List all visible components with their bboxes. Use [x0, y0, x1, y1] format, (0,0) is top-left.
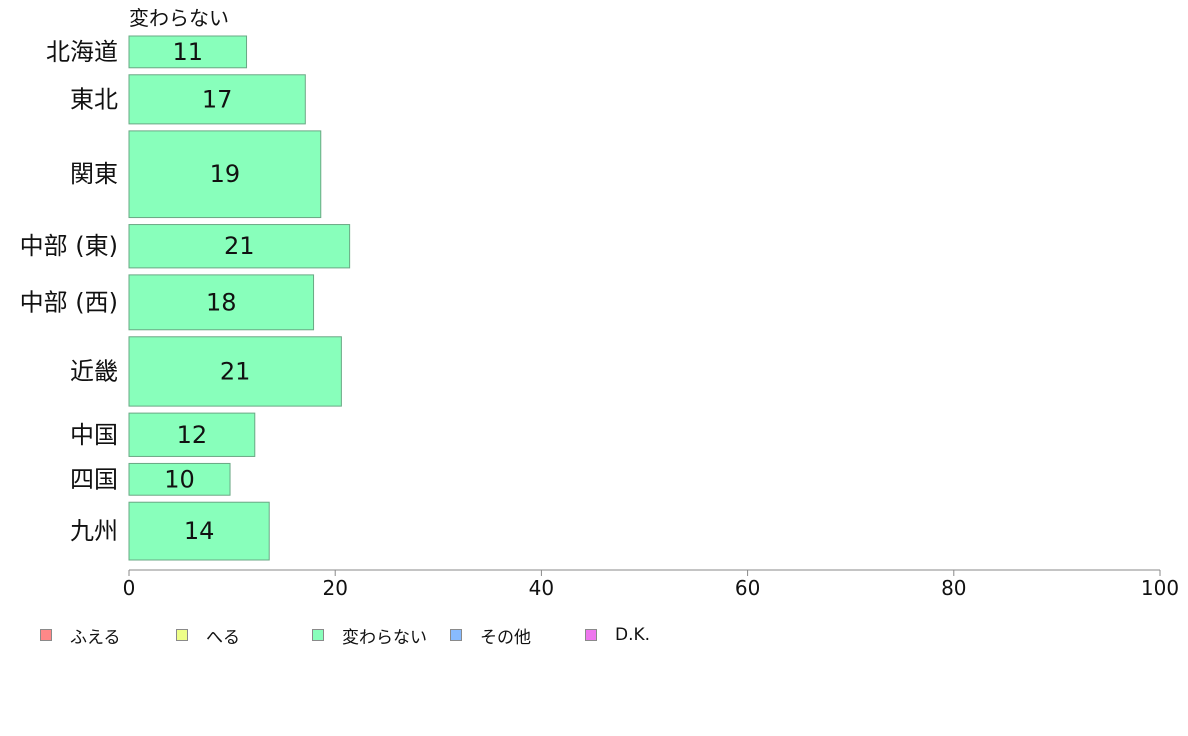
legend-item-1: へる [176, 623, 312, 648]
data-label-7: 10 [164, 465, 195, 493]
x-tick-label-5: 100 [1141, 576, 1179, 600]
category-label-6: 中国 [70, 421, 118, 449]
data-label-2: 19 [210, 160, 241, 188]
category-label-3: 中部 (東) [20, 232, 118, 260]
x-tick-label-0: 0 [123, 576, 136, 600]
legend-item-3: その他 [450, 623, 585, 648]
legend-swatch-2 [312, 629, 324, 641]
category-label-8: 九州 [70, 517, 118, 545]
legend-item-0: ふえる [40, 623, 176, 648]
data-label-0: 11 [172, 38, 203, 66]
category-label-1: 東北 [70, 85, 118, 113]
bar-6 [128, 412, 256, 457]
category-label-0: 北海道 [46, 38, 118, 66]
category-label-7: 四国 [70, 465, 118, 493]
legend-label-4: D.K. [615, 625, 651, 645]
bar-1 [128, 74, 306, 125]
legend-swatch-4 [585, 629, 597, 641]
series-label: 変わらない [129, 6, 229, 30]
legend: ふえる へる 変わらない その他 D.K. [40, 623, 665, 648]
data-label-1: 17 [202, 85, 233, 113]
category-label-2: 関東 [70, 160, 118, 188]
legend-label-3: その他 [480, 627, 531, 648]
data-label-5: 21 [220, 357, 251, 385]
data-label-8: 14 [184, 517, 215, 545]
x-axis: 0 20 40 60 80 100 [123, 569, 1179, 600]
legend-item-2: 変わらない [312, 623, 450, 648]
legend-label-0: ふえる [70, 627, 121, 648]
category-label-4: 中部 (西) [20, 288, 118, 316]
data-labels-layer: 11 17 19 21 18 21 12 10 14 [164, 38, 254, 545]
legend-swatch-1 [176, 629, 188, 641]
legend-label-1: へる [206, 627, 240, 648]
bar-5 [128, 336, 342, 407]
legend-swatch-0 [40, 629, 52, 641]
x-tick-label-1: 20 [322, 576, 347, 600]
x-tick-label-4: 80 [941, 576, 966, 600]
bar-8 [128, 501, 270, 561]
bar-4 [128, 274, 315, 331]
bars-layer [128, 35, 351, 561]
legend-swatch-3 [450, 629, 462, 641]
bar-2 [128, 130, 322, 219]
legend-item-4: D.K. [585, 625, 665, 645]
data-label-6: 12 [177, 421, 208, 449]
x-tick-label-2: 40 [529, 576, 554, 600]
data-label-4: 18 [206, 288, 237, 316]
x-tick-label-3: 60 [735, 576, 760, 600]
bar-3 [128, 224, 351, 269]
category-label-5: 近畿 [70, 357, 118, 385]
bar-0 [128, 35, 248, 69]
bar-7 [128, 462, 231, 496]
data-label-3: 21 [224, 232, 255, 260]
legend-label-2: 変わらない [342, 627, 427, 648]
